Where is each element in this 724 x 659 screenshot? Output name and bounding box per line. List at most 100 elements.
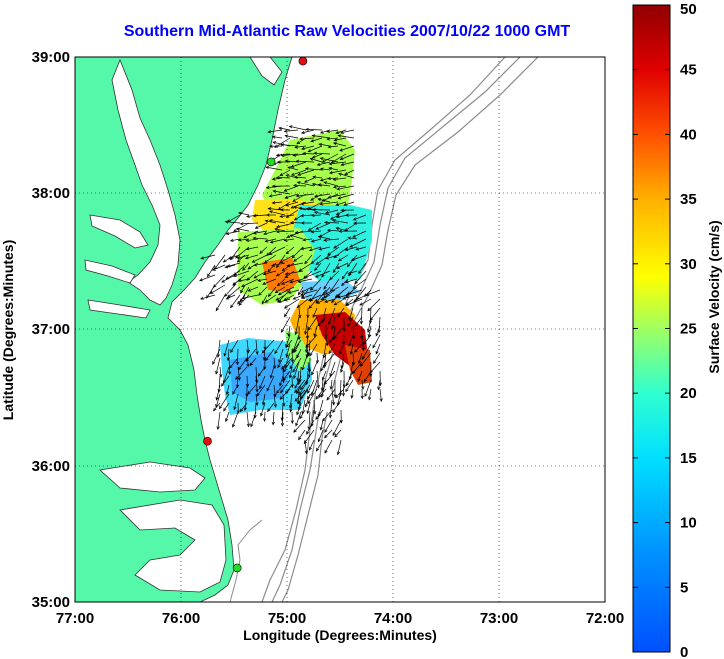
- velocity-arrowhead: [345, 292, 350, 296]
- velocity-arrowhead: [285, 250, 290, 255]
- velocity-arrow: [324, 439, 333, 454]
- velocity-arrowhead: [310, 213, 315, 218]
- velocity-arrow: [309, 343, 318, 357]
- velocity-arrowhead: [364, 393, 368, 398]
- velocity-arrowhead: [352, 217, 357, 221]
- velocity-arrow: [323, 352, 336, 367]
- velocity-arrow: [272, 201, 283, 204]
- velocity-arrowhead: [337, 196, 342, 200]
- velocity-arrowhead: [287, 290, 292, 294]
- velocity-arrowhead: [258, 292, 262, 296]
- velocity-arrow: [294, 379, 306, 393]
- velocity-arrow: [226, 294, 236, 300]
- velocity-arrowhead: [217, 389, 221, 393]
- velocity-arrowhead: [261, 349, 266, 354]
- velocity-arrow: [337, 389, 342, 406]
- velocity-arrow: [327, 177, 339, 180]
- velocity-arrowhead: [342, 341, 346, 346]
- velocity-arrow: [283, 294, 295, 301]
- velocity-arrow: [331, 316, 336, 329]
- velocity-arrowhead: [224, 265, 229, 269]
- velocity-arrowhead: [279, 214, 284, 218]
- velocity-arrow: [351, 388, 354, 399]
- velocity-arrow: [333, 185, 347, 188]
- velocity-arrow: [295, 230, 313, 234]
- velocity-arrow: [278, 298, 291, 303]
- velocity-arrow: [246, 375, 248, 387]
- velocity-arrowhead: [312, 175, 317, 179]
- velocity-arrow: [277, 357, 284, 368]
- velocity-arrow: [255, 366, 258, 383]
- velocity-arrow: [255, 393, 258, 406]
- velocity-arrow: [343, 201, 355, 206]
- velocity-arrow: [301, 286, 313, 293]
- velocity-arrowhead: [321, 273, 325, 278]
- velocity-arrow: [337, 294, 349, 298]
- velocity-arrowhead: [360, 335, 364, 340]
- velocity-arrowhead: [298, 291, 302, 296]
- velocity-arrowhead: [294, 145, 298, 149]
- velocity-arrowhead: [257, 373, 262, 377]
- velocity-arrow: [266, 375, 275, 392]
- velocity-arrow: [247, 384, 257, 395]
- velocity-arrowhead: [277, 292, 282, 296]
- velocity-arrowhead: [297, 279, 302, 283]
- velocity-arrowhead: [335, 212, 340, 216]
- velocity-arrow: [249, 357, 257, 366]
- bay-tributary: [89, 214, 149, 249]
- velocity-arrow: [302, 153, 315, 155]
- velocity-arrowhead: [289, 280, 294, 284]
- velocity-arrow: [315, 222, 331, 230]
- velocity-arrow: [333, 177, 347, 181]
- velocity-arrowhead: [243, 235, 247, 239]
- velocity-arrow: [269, 219, 286, 224]
- velocity-arrowhead: [271, 184, 276, 188]
- velocity-arrowhead: [299, 391, 303, 396]
- velocity-arrowhead: [261, 401, 266, 406]
- velocity-arrow: [328, 307, 336, 325]
- velocity-arrow: [287, 262, 304, 267]
- velocity-arrow: [213, 402, 221, 411]
- velocity-arrowhead: [235, 384, 240, 389]
- velocity-arrowhead: [287, 166, 291, 170]
- velocity-arrow: [263, 230, 277, 235]
- velocity-arrow: [301, 129, 315, 134]
- velocity-arrowhead: [361, 347, 365, 352]
- delaware-bay: [249, 57, 283, 86]
- velocity-arrowhead: [349, 351, 353, 355]
- velocity-arrowhead: [278, 126, 282, 130]
- velocity-arrowhead: [349, 244, 353, 248]
- velocity-arrow: [255, 222, 268, 229]
- velocity-arrow: [349, 238, 367, 248]
- velocity-arrowhead: [323, 381, 328, 386]
- velocity-arrow: [315, 409, 324, 420]
- velocity-arrowhead: [355, 247, 360, 251]
- velocity-arrow: [257, 278, 268, 282]
- colorbar-tick-label: 10: [680, 515, 697, 532]
- velocity-arrow: [289, 366, 293, 378]
- velocity-arrowhead: [307, 227, 312, 231]
- velocity-arrowhead: [300, 221, 305, 225]
- station-marker: [232, 563, 242, 573]
- velocity-arrow: [341, 352, 345, 369]
- velocity-arrow: [215, 357, 221, 374]
- velocity-arrowhead: [357, 378, 361, 383]
- velocity-arrowhead: [363, 341, 367, 345]
- velocity-arrowhead: [343, 202, 348, 207]
- velocity-arrow: [333, 238, 349, 249]
- velocity-arrowhead: [245, 238, 250, 242]
- velocity-arrowhead: [259, 385, 263, 390]
- velocity-arrow: [304, 254, 313, 264]
- velocity-arrow: [300, 384, 311, 399]
- velocity-arrowhead: [332, 409, 336, 413]
- velocity-arrow: [274, 228, 286, 232]
- velocity-arrow: [266, 166, 283, 171]
- velocity-arrowhead: [308, 305, 313, 309]
- velocity-arrow: [233, 393, 239, 410]
- albemarle-sound: [99, 461, 206, 493]
- velocity-arrow: [313, 325, 318, 337]
- velocity-arrowhead: [320, 167, 324, 171]
- velocity-arrowhead: [245, 358, 249, 362]
- velocity-arrow: [329, 399, 333, 418]
- velocity-arrow: [336, 262, 349, 269]
